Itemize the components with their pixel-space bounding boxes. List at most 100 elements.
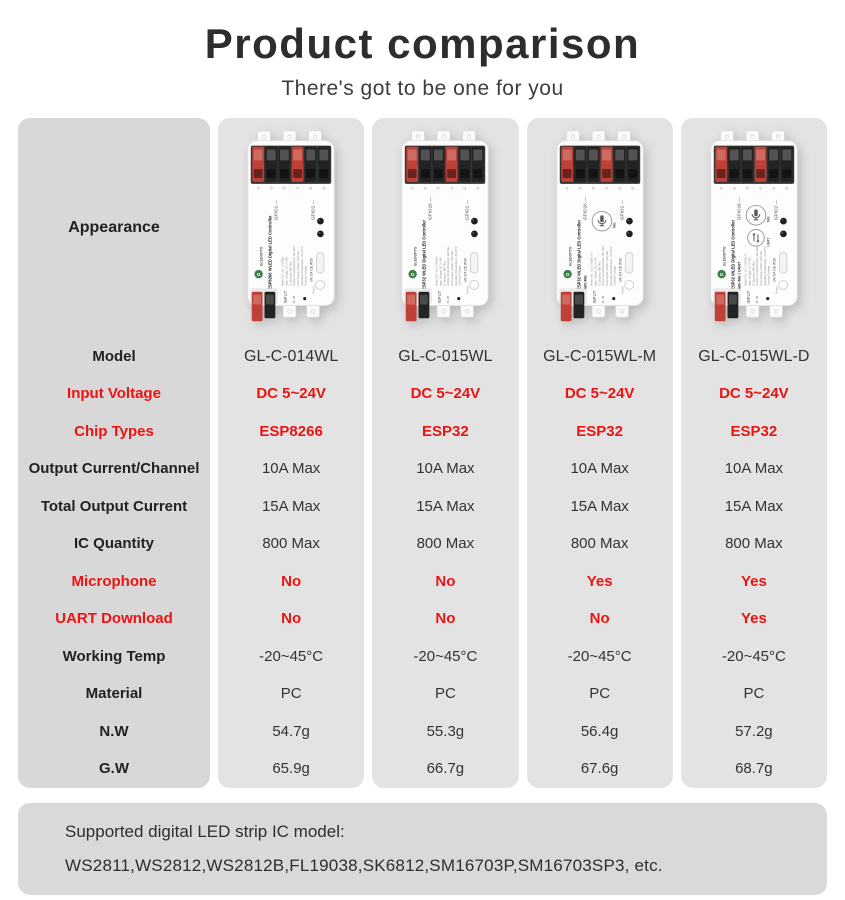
value-ic-quantity-gl-c-014wl: 800 Max [262,535,320,552]
value-total-output-current-gl-c-015wl-d: 15A Max [724,497,784,515]
value-working-temp-gl-c-015wl-d: -20~45°C [721,647,786,665]
gpio2-label: GPIO2 — [773,200,778,221]
cert-marks: UK CA CE IP20 [464,258,468,282]
mic-icon [591,210,612,232]
footer-line-2: WS2811,WS2812,WS2812B,FL19038,SK6812,SM1… [65,856,663,875]
svg-text:GPIO2 —: GPIO2 — [619,200,624,221]
svg-text:Output Current/Channel: 10A Ma: Output Current/Channel: 10A Max [755,246,759,286]
svg-text:Total Output Current: 15A Max: Total Output Current: 15A Max [605,250,609,286]
svg-text:GPIO16 —: GPIO16 — [582,197,587,220]
cert-marks: UK CA CE IP20 [618,258,622,282]
value-g-w-gl-c-014wl: 65.9g [272,760,310,777]
brand-logo-icon: G [717,269,726,279]
svg-text:Operating Temperature: -20~45°: Operating Temperature: -20~45°C [608,246,612,286]
product-column-gl-c-014wl: V G D V G D GPIO1 — GPIO2 — G GLEDOPTO ESP8266 WLE… [218,118,365,788]
dc-polarity-marks: ⊖–⊕ [292,296,296,304]
svg-text:⊖–⊕: ⊖–⊕ [292,296,296,304]
value-total-output-current-gl-c-015wl-m: 15A Max [570,497,629,515]
svg-text:Input Voltage: DC 5~24V: Input Voltage: DC 5~24V [439,257,443,286]
value-input-voltage-gl-c-014wl: DC 5~24V [256,385,326,402]
page-title: Product comparison [204,20,641,67]
brand-logo-icon: G [254,269,263,279]
svg-text:⊖–⊕: ⊖–⊕ [601,296,605,304]
value-n-w-gl-c-015wl-d: 57.2g [735,722,773,740]
svg-text:Total Output Current: 15A Max: Total Output Current: 15A Max [450,250,454,286]
svg-text:IC Quantity: 800 Max: IC Quantity: 800 Max [288,261,292,286]
value-g-w-gl-c-015wl: 66.7g [426,760,465,777]
value-n-w-gl-c-015wl: 55.3g [426,722,465,740]
svg-text:V: V [296,185,299,190]
brand-logo-icon: G [563,269,572,279]
value-microphone-gl-c-015wl-m: Yes [586,572,613,590]
gpio1-label: GPIO16 — [428,197,433,220]
indicator-led [303,297,307,301]
config-slot [778,252,788,274]
dc-polarity-marks: ⊖–⊕ [755,296,759,304]
device-title: ESP8266 WLED Digital LED Controller [268,215,273,290]
cert-marks: UK CA CE IP20 [772,258,776,282]
svg-text:ESP8266 WLED Digital LED Contr: ESP8266 WLED Digital LED Controller [268,215,273,290]
value-output-current-channel-gl-c-015wl: 10A Max [416,460,475,477]
svg-text:UK CA CE IP20: UK CA CE IP20 [310,258,314,282]
value-ic-quantity-gl-c-015wl-d: 800 Max [725,535,783,552]
svg-text:with Mic / UART: with Mic / UART [737,261,741,291]
gpio1-label: GPIO16 — [736,197,741,220]
reset-button [623,279,634,290]
value-input-voltage-gl-c-015wl-d: DC 5~24V [719,385,789,402]
svg-text:V: V [605,185,608,190]
svg-text:Mic: Mic [612,222,616,228]
svg-text:Mic: Mic [767,216,771,222]
row-label-material: Material [85,685,143,702]
value-input-voltage-gl-c-015wl: DC 5~24V [410,385,481,402]
mic-label: Mic [612,222,616,228]
svg-text:UK CA CE IP20: UK CA CE IP20 [618,258,622,282]
svg-text:Constant Voltage: Constant Voltage [304,265,308,286]
svg-text:Model NO.: GL-C-015WL: Model NO.: GL-C-015WL [435,256,439,286]
config-slot [624,252,633,274]
svg-text:INPUT: INPUT [746,290,751,303]
svg-text:Output Current/Channel: 10A Ma: Output Current/Channel: 10A Max [446,246,450,286]
value-chip-types-gl-c-014wl: ESP8266 [259,422,323,440]
svg-text:D: D [746,185,749,190]
svg-text:Operating Temperature: -20~45°: Operating Temperature: -20~45°C [454,246,458,286]
svg-text:G: G [309,185,312,190]
svg-text:INPUT: INPUT [283,290,288,303]
svg-text:Output Current/Channel: 10A Ma: Output Current/Channel: 10A Max [292,246,296,286]
svg-text:D: D [477,185,480,190]
value-uart-download-gl-c-015wl-m: No [589,610,610,627]
input-terminal [559,288,587,322]
value-chip-types-gl-c-015wl-m: ESP32 [576,422,623,440]
svg-text:G: G [578,185,581,190]
value-microphone-gl-c-015wl-d: Yes [740,572,767,590]
input-label: INPUT [592,290,597,303]
reset-label: Reset [466,286,470,294]
value-g-w-gl-c-015wl-m: 67.6g [580,760,619,777]
brand-name: GLEDOPTO [568,246,572,266]
product-photo-gl-c-015wl-m: V G D V G D GPIO16 — GPIO2 — G GLEDOPTO ESP32 WLED… [527,118,673,338]
svg-text:V: V [257,185,260,190]
value-uart-download-gl-c-015wl-d: Yes [740,610,767,627]
gpio2-label: GPIO2 — [619,200,624,221]
brand-logo-icon: G [408,269,418,279]
svg-text:Input Voltage: DC 5~24V: Input Voltage: DC 5~24V [747,257,751,286]
svg-text:GPIO16 —: GPIO16 — [736,197,741,220]
uart-label: UART [767,238,771,247]
svg-text:GPIO2 —: GPIO2 — [465,200,470,221]
svg-text:V: V [451,185,454,190]
header: Product comparison There's got to be one… [0,0,845,101]
brand-name: GLEDOPTO [722,246,726,266]
device-title: ESP32 WLED Digital LED Controller [576,220,581,290]
value-uart-download-gl-c-014wl: No [281,610,302,627]
row-label-chip-types: Chip Types [74,422,154,440]
svg-text:Reset: Reset [312,286,316,294]
svg-text:ESP32 WLED Digital LED Control: ESP32 WLED Digital LED Controller [422,220,427,290]
value-working-temp-gl-c-014wl: -20~45°C [259,647,324,665]
output-terminal-block [405,145,486,184]
svg-text:G: G [772,185,775,190]
output-terminal-block [713,145,795,184]
value-microphone-gl-c-014wl: No [281,572,302,590]
reset-label: Reset [620,286,624,294]
reset-button [315,279,326,290]
svg-text:UK CA CE IP20: UK CA CE IP20 [772,258,776,282]
